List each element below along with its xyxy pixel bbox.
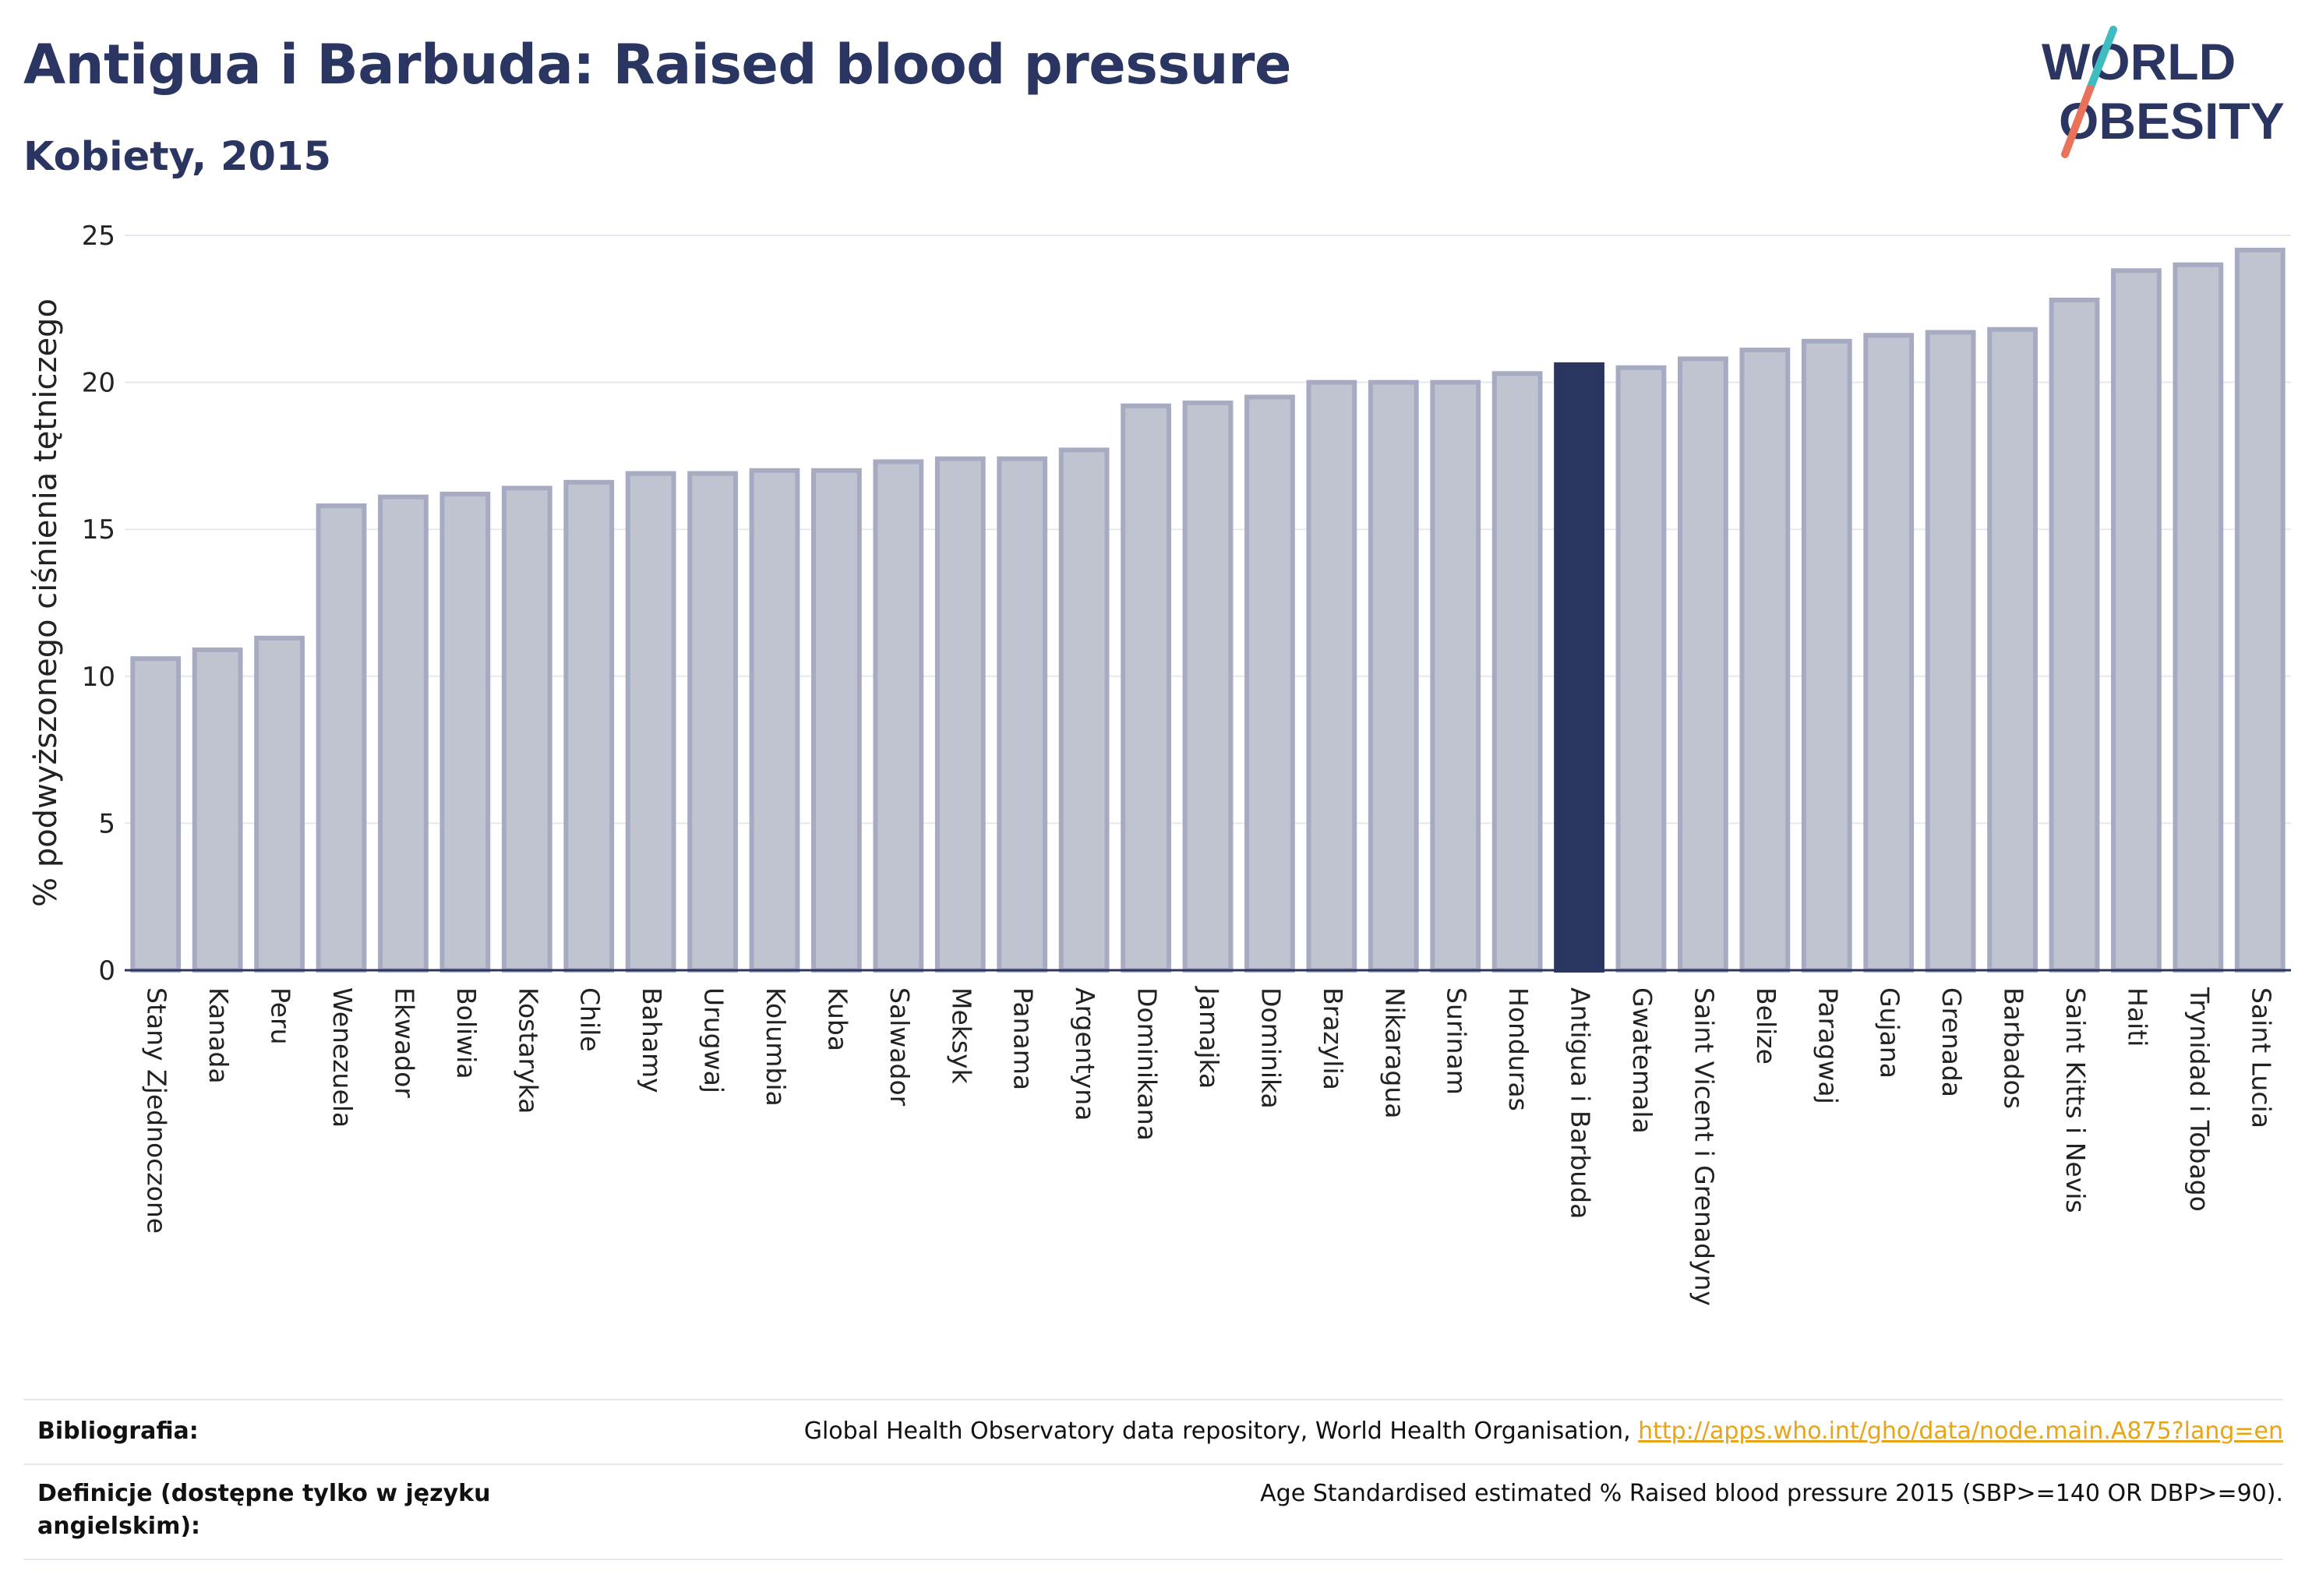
bars [130, 247, 2286, 973]
x-tick-label: Dominika [1255, 987, 1286, 1109]
x-tick-label: Saint Vicent i Grenadyny [1689, 987, 1719, 1306]
x-tick-label: Ekwador [389, 987, 419, 1098]
x-tick-label: Surinam [1442, 987, 1472, 1095]
bar-salwador [873, 459, 924, 973]
x-tick-label: Kanada [203, 987, 234, 1084]
bar-panama [997, 456, 1048, 973]
bar-ekwador [378, 494, 429, 973]
x-tick-label: Antigua i Barbuda [1565, 987, 1596, 1219]
bar-chile [563, 479, 615, 973]
chart-title: Antigua i Barbuda: Raised blood pressure [23, 33, 1291, 97]
y-tick-label: 15 [82, 514, 115, 546]
bar-gujana [1863, 333, 1915, 973]
bar-trynidad-i-tobago [2173, 262, 2224, 973]
x-tick-label: Barbados [1999, 987, 2029, 1109]
x-tick-label: Gwatemala [1627, 987, 1657, 1134]
y-axis-label: % podwyższonego ciśnienia tętniczego [28, 298, 64, 907]
definitions-label: Definicje (dostępne tylko w języku angie… [37, 1480, 491, 1540]
x-tick-label: Kostaryka [513, 987, 543, 1114]
logo-line1: WORLD [2042, 33, 2236, 90]
bar-dominika [1244, 394, 1295, 973]
bar-kanada [192, 647, 243, 973]
bar-boliwia [439, 491, 491, 973]
x-tick-label: Argentyna [1070, 987, 1100, 1121]
y-axis-ticks: 0 5 10 15 20 25 [82, 221, 115, 987]
bar-peru [254, 635, 305, 973]
bar-nikaragua [1368, 380, 1419, 973]
x-tick-label: Nikaragua [1379, 987, 1410, 1118]
x-tick-label: Saint Kitts i Nevis [2060, 987, 2091, 1213]
x-tick-label: Saint Lucia [2246, 987, 2276, 1128]
bar-brazylia [1306, 380, 1357, 973]
x-tick-label: Kuba [822, 987, 852, 1051]
x-tick-label: Wenezuela [327, 987, 358, 1128]
bar-dominikana [1121, 403, 1171, 973]
x-tick-label: Urugwaj [699, 987, 729, 1093]
bar-kostaryka [501, 486, 552, 973]
x-tick-label: Brazylia [1318, 987, 1348, 1090]
bar-kuba [811, 468, 862, 973]
bibliography-text: Global Health Observatory data repositor… [803, 1418, 1639, 1445]
x-tick-label: Grenada [1936, 987, 1967, 1097]
bar-saint-vicent-i-grenadyny [1678, 356, 1728, 973]
x-tick-label: Salwador [884, 987, 915, 1107]
bar-urugwaj [687, 471, 738, 973]
bar-belize [1739, 348, 1791, 973]
x-tick-label: Trynidad i Tobago [2184, 987, 2215, 1212]
x-tick-label: Bahamy [637, 987, 667, 1093]
y-tick-label: 10 [82, 662, 115, 693]
world-obesity-logo: WORLD OBESITY [2042, 26, 2285, 158]
x-tick-label: Peru [266, 987, 296, 1045]
logo-line2: OBESITY [2059, 92, 2285, 150]
bar-wenezuela [316, 503, 367, 973]
bar-chart: 0 5 10 15 20 25 Stany Zjednoczone Kanada Peru We… [28, 221, 2291, 1306]
x-tick-label: Chile [575, 987, 605, 1052]
chart-subtitle: Kobiety, 2015 [23, 134, 331, 180]
bar-surinam [1430, 380, 1481, 973]
y-tick-label: 5 [98, 808, 115, 839]
definitions-row: Definicje (dostępne tylko w języku angie… [23, 1473, 2283, 1551]
x-tick-label: Honduras [1503, 987, 1534, 1111]
x-tick-label: Haiti [2122, 987, 2152, 1047]
bibliography-link[interactable]: http://apps.who.int/gho/data/node.main.A… [1638, 1418, 2283, 1445]
x-tick-label: Stany Zjednoczone [142, 987, 172, 1234]
bar-antigua-i-barbuda [1554, 362, 1604, 973]
definitions-value: Age Standardised estimated % Raised bloo… [1260, 1480, 2283, 1507]
bar-bahamy [625, 471, 676, 973]
bar-honduras [1491, 371, 1543, 973]
x-tick-label: Meksyk [946, 987, 976, 1085]
x-tick-label: Kolumbia [761, 987, 791, 1107]
bar-grenada [1925, 330, 1976, 973]
x-tick-label: Boliwia [451, 987, 482, 1079]
bibliography-value: Global Health Observatory data repositor… [804, 1415, 2283, 1448]
bar-barbados [1987, 327, 2038, 973]
x-axis-categories: Stany Zjednoczone Kanada Peru Wenezuela Ekwa… [142, 986, 2277, 1306]
bibliography-label: Bibliografia: [37, 1418, 199, 1445]
x-tick-label: Jamajka [1194, 986, 1224, 1089]
bar-saint-lucia [2234, 247, 2286, 973]
bar-kolumbia [749, 468, 800, 973]
bar-stany-zjednoczone [130, 656, 182, 973]
bar-jamajka [1182, 401, 1234, 973]
x-tick-label: Gujana [1875, 987, 1905, 1079]
bar-argentyna [1058, 447, 1110, 973]
bibliography-row: Bibliografia: Global Health Observatory … [23, 1411, 2283, 1457]
bar-paragwaj [1801, 338, 1852, 973]
x-tick-label: Paragwaj [1813, 987, 1843, 1104]
y-tick-label: 0 [98, 955, 115, 987]
x-tick-label: Dominikana [1132, 987, 1163, 1141]
y-tick-label: 20 [82, 368, 115, 399]
bar-gwatemala [1615, 365, 1667, 973]
x-tick-label: Belize [1751, 987, 1781, 1065]
x-tick-label: Panama [1008, 987, 1039, 1090]
y-tick-label: 25 [82, 221, 115, 252]
bar-meksyk [934, 456, 986, 973]
bar-haiti [2111, 268, 2162, 973]
bar-saint-kitts-i-nevis [2049, 297, 2100, 973]
